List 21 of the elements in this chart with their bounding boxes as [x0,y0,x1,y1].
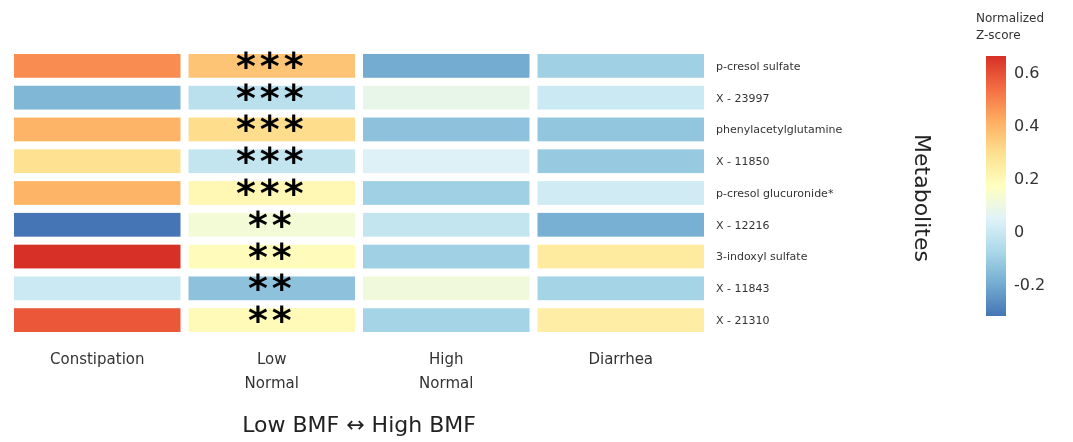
y-tick-label: X - 12216 [716,218,770,232]
color-bar-label: 0.6 [1014,62,1040,82]
y-tick-label: p-cresol sulfate [716,59,801,73]
x-tick-label: Constipation [50,350,145,368]
color-bar-title: Normalized Z-score [976,11,1045,42]
y-axis-title: Metabolites [910,134,935,262]
y-tick-label: X - 11850 [716,155,770,169]
x-tick-label: Diarrhea [588,350,654,368]
x-tick-label: Low Normal [244,350,299,392]
color-bar-label: -0.2 [1014,275,1046,295]
y-tick-label: phenylacetylglutamine [716,123,843,137]
color-bar-label: 0.4 [1014,115,1040,135]
y-tick-label: X - 23997 [716,91,770,105]
color-bar-label: 0.2 [1014,169,1040,189]
y-tick-label: X - 11843 [716,282,770,296]
x-axis-title: Low BMF ↔ High BMF [242,412,476,437]
y-tick-label: 3-indoxyl sulfate [716,250,808,264]
color-bar-label: 0 [1014,222,1025,242]
x-tick-label: High Normal [419,350,474,392]
y-tick-label: p-cresol glucuronide* [716,186,834,200]
y-tick-label: X - 21310 [716,314,770,328]
